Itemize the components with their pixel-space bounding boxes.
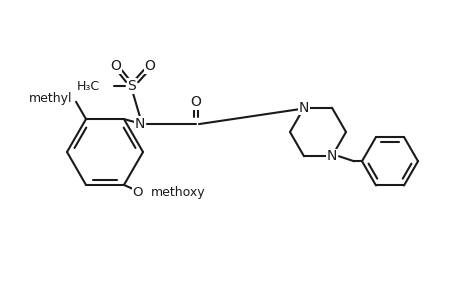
Text: O: O — [144, 59, 155, 73]
Text: S: S — [127, 79, 136, 93]
Text: O: O — [133, 186, 143, 200]
Text: methyl: methyl — [28, 92, 72, 105]
Text: N: N — [298, 101, 308, 115]
Text: O: O — [190, 95, 201, 109]
Text: N: N — [134, 117, 145, 131]
Text: methoxy: methoxy — [151, 186, 205, 200]
Text: O: O — [110, 59, 121, 73]
Text: H₃C: H₃C — [77, 80, 100, 93]
Text: N: N — [326, 149, 336, 163]
